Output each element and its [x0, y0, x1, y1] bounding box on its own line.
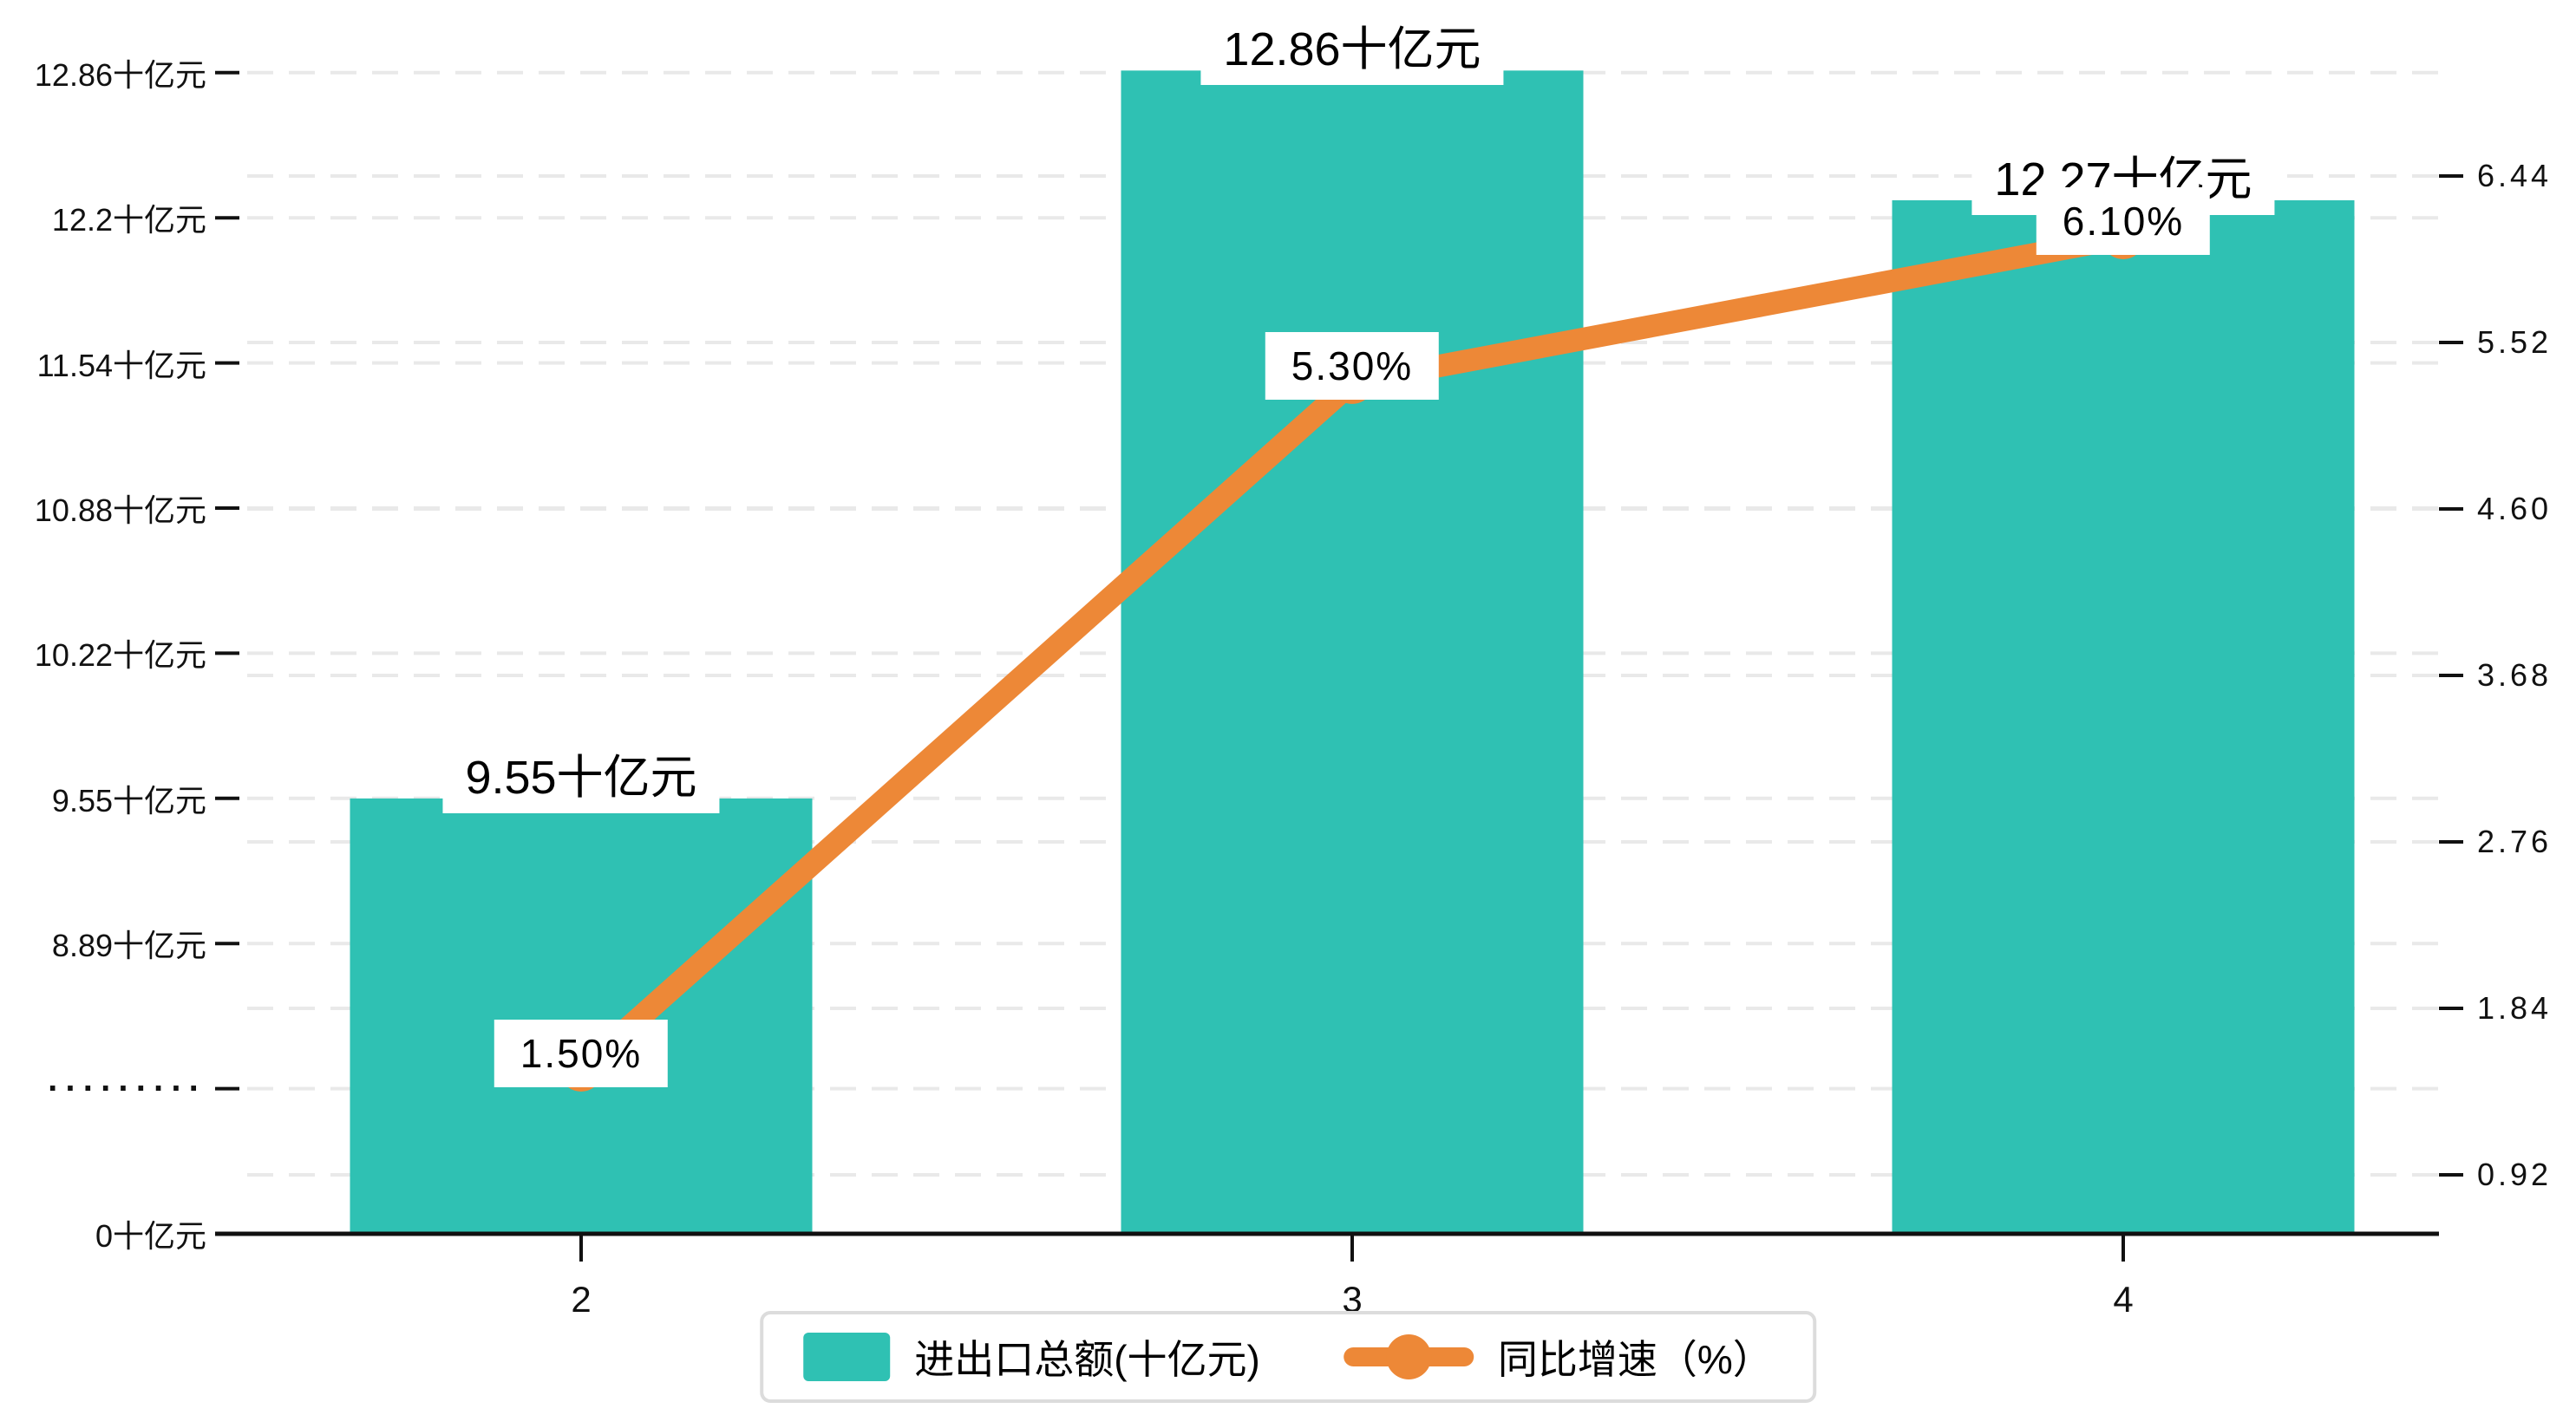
- legend-item-bar-series[interactable]: 进出口总额(十亿元): [803, 1328, 1260, 1386]
- bar-data-label: 12.86十亿元: [1200, 14, 1504, 86]
- left-axis-label: 12.2十亿元: [51, 202, 206, 238]
- bar-4[interactable]: [1892, 200, 2355, 1235]
- bar-data-label: 9.55十亿元: [442, 741, 720, 813]
- legend-label-bar-series: 进出口总额(十亿元): [914, 1337, 1260, 1382]
- bar-3[interactable]: [1121, 70, 1584, 1234]
- legend: 进出口总额(十亿元) 同比增速（%）: [760, 1311, 1816, 1403]
- left-axis-label: 9.55十亿元: [51, 782, 206, 818]
- line-data-label: 1.50%: [494, 1019, 669, 1087]
- left-axis-label: 8.89十亿元: [51, 928, 206, 964]
- line-data-label: 5.30%: [1265, 331, 1440, 400]
- right-axis-label: 4.60: [2477, 491, 2553, 526]
- line-series-swatch-icon: [1343, 1331, 1474, 1383]
- left-axis-label: 10.88十亿元: [34, 492, 206, 528]
- line-swatch-dot-icon: [1385, 1334, 1431, 1379]
- left-axis-label: ·········: [48, 1069, 206, 1108]
- right-axis-label: 3.68: [2477, 657, 2553, 693]
- right-axis-label: 2.76: [2477, 824, 2553, 859]
- right-axis-label: 1.84: [2477, 990, 2553, 1026]
- bar-series-swatch-icon: [803, 1333, 891, 1381]
- left-axis-label: 0十亿元: [95, 1218, 206, 1254]
- line-data-label: 6.10%: [2036, 186, 2211, 255]
- bar-2[interactable]: [350, 798, 813, 1234]
- left-axis-label: 11.54十亿元: [36, 347, 206, 383]
- right-axis-label: 5.52: [2477, 324, 2553, 360]
- left-axis-label: 10.22十亿元: [34, 637, 206, 674]
- legend-label-line-series: 同比增速（%）: [1497, 1337, 1773, 1382]
- left-axis-label: 12.86十亿元: [34, 56, 206, 93]
- right-axis-label: 0.92: [2477, 1157, 2553, 1192]
- x-tick-label-4: 4: [2113, 1279, 2134, 1320]
- x-tick-label-2: 2: [571, 1279, 592, 1320]
- right-axis-label: 6.44: [2477, 158, 2553, 193]
- legend-item-line-series[interactable]: 同比增速（%）: [1343, 1328, 1773, 1386]
- x-tick-label-3: 3: [1342, 1279, 1363, 1320]
